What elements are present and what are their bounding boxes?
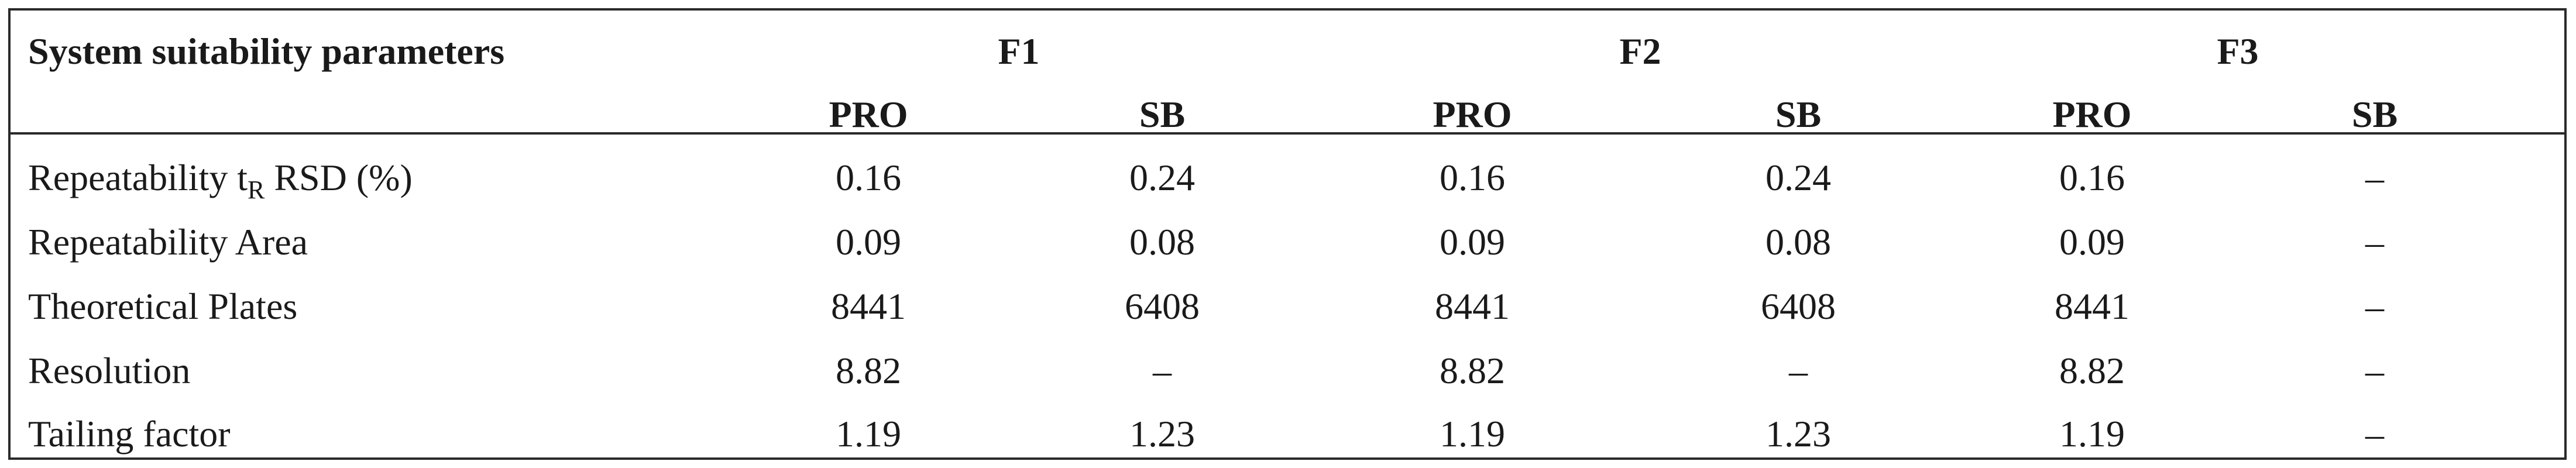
row-label-repeatability-area: Repeatability Area	[28, 221, 308, 263]
cell-r4-c3: 8.82	[1440, 350, 1505, 391]
subheader-f1-sb: SB	[1139, 94, 1186, 135]
cell-r4-c1: 8.82	[836, 350, 901, 391]
cell-r1-c4: 0.24	[1766, 157, 1831, 198]
row-label-tailing-factor: Tailing factor	[28, 413, 231, 455]
group-header-f3: F3	[2217, 30, 2259, 72]
cell-r2-c6: –	[2365, 221, 2384, 263]
cell-r3-c1: 8441	[831, 285, 906, 327]
cell-r5-c5: 1.19	[2059, 413, 2125, 455]
cell-r2-c3: 0.09	[1440, 221, 1505, 263]
group-header-f2: F2	[1619, 30, 1661, 72]
cell-r1-c1: 0.16	[836, 157, 901, 198]
cell-r4-c4: –	[1789, 350, 1808, 391]
cell-r3-c3: 8441	[1435, 285, 1510, 327]
cell-r3-c2: 6408	[1125, 285, 1200, 327]
cell-r2-c1: 0.09	[836, 221, 901, 263]
cell-r5-c1: 1.19	[836, 413, 901, 455]
row-label-repeatability-tr: Repeatability tR RSD (%)	[28, 157, 413, 204]
group-header-f1: F1	[998, 30, 1040, 72]
cell-r1-c3: 0.16	[1440, 157, 1505, 198]
row-label-theoretical-plates: Theoretical Plates	[28, 285, 298, 327]
cell-r3-c4: 6408	[1761, 285, 1836, 327]
system-suitability-table: System suitability parameters F1 F2 F3 P…	[8, 8, 2567, 460]
cell-r2-c5: 0.09	[2059, 221, 2125, 263]
cell-r4-c6: –	[2365, 350, 2384, 391]
subheader-f2-pro: PRO	[1433, 94, 1512, 135]
cell-r5-c2: 1.23	[1129, 413, 1195, 455]
cell-r5-c4: 1.23	[1766, 413, 1831, 455]
cell-r4-c5: 8.82	[2059, 350, 2125, 391]
param-column-header: System suitability parameters	[28, 30, 505, 72]
cell-r1-c6: –	[2365, 157, 2384, 198]
cell-r3-c5: 8441	[2055, 285, 2130, 327]
cell-r3-c6: –	[2365, 285, 2384, 327]
subheader-f3-sb: SB	[2351, 94, 2398, 135]
cell-r1-c2: 0.24	[1129, 157, 1195, 198]
cell-r4-c2: –	[1153, 350, 1172, 391]
cell-r1-c5: 0.16	[2059, 157, 2125, 198]
cell-r2-c2: 0.08	[1129, 221, 1195, 263]
subheader-f1-pro: PRO	[829, 94, 908, 135]
cell-r5-c6: –	[2365, 413, 2384, 455]
subheader-f3-pro: PRO	[2052, 94, 2132, 135]
row-label-resolution: Resolution	[28, 350, 191, 391]
cell-r5-c3: 1.19	[1440, 413, 1505, 455]
subheader-f2-sb: SB	[1775, 94, 1822, 135]
header-divider	[11, 132, 2564, 135]
cell-r2-c4: 0.08	[1766, 221, 1831, 263]
